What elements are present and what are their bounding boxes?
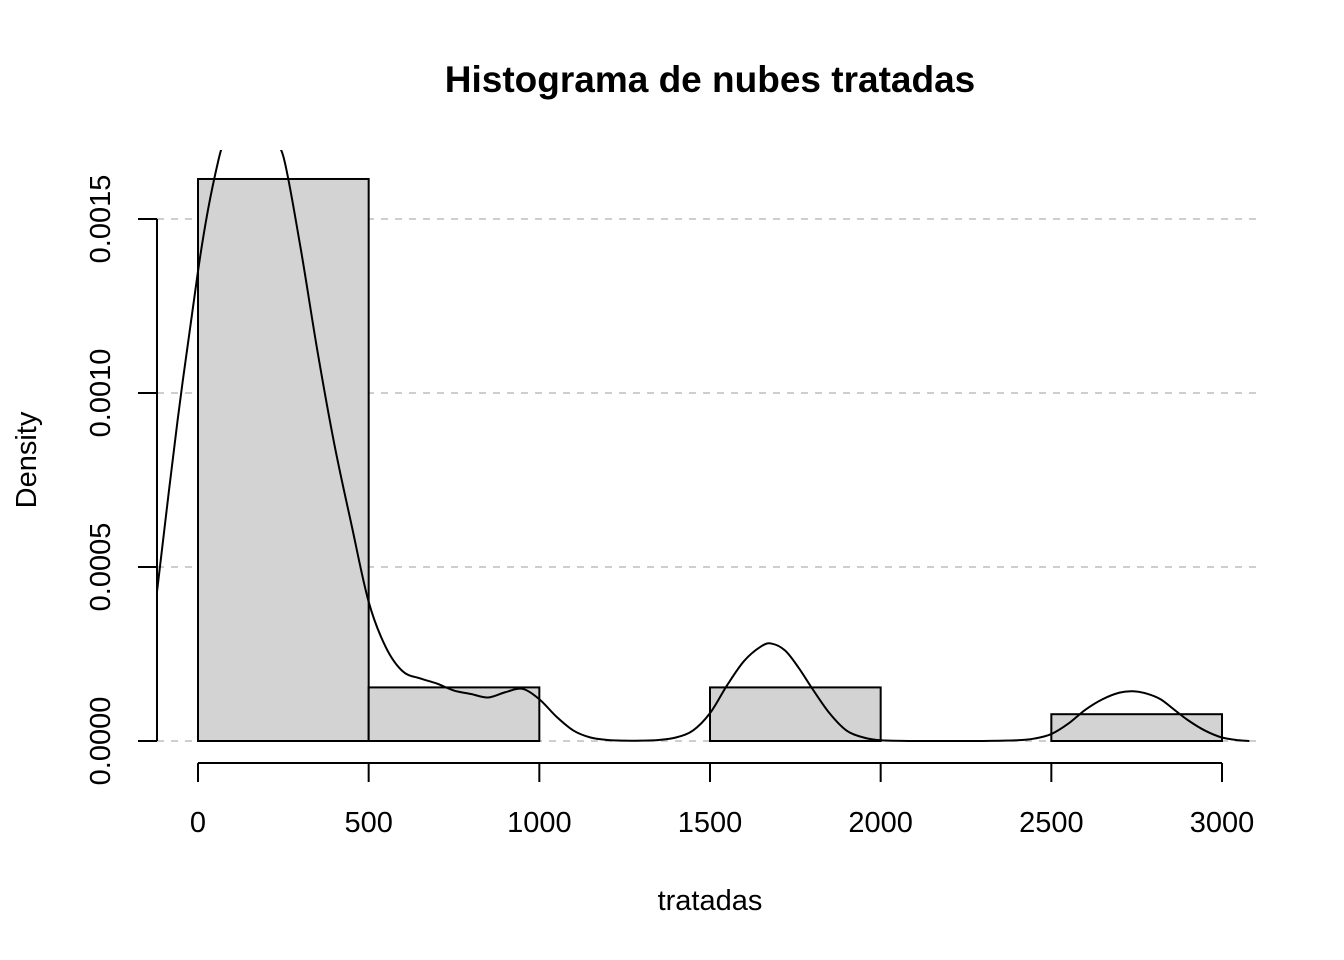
- x-tick-label-1: 500: [344, 807, 392, 839]
- x-tick-label-3: 1500: [678, 807, 743, 839]
- chart-title: Histograma de nubes tratadas: [445, 59, 975, 100]
- density-curve-group: [156, 150, 1250, 743]
- x-tick-label-6: 3000: [1190, 807, 1255, 839]
- x-axis: 0 500 1000 1500 2000 2500 3000: [190, 762, 1255, 839]
- y-tick-label-1: 0.0005: [85, 523, 117, 612]
- x-tick-label-0: 0: [190, 807, 206, 839]
- histogram-bar-1: [367, 686, 541, 743]
- y-tick-label-2: 0.0010: [85, 349, 117, 438]
- y-tick-label-3: 0.0015: [85, 175, 117, 264]
- histogram-bars: [197, 177, 1224, 743]
- histogram-bar-3: [709, 686, 882, 743]
- histogram-bar-0: [197, 177, 370, 743]
- histogram-bar-5: [1050, 713, 1224, 742]
- density-curve: [156, 150, 1250, 743]
- y-axis-label: Density: [11, 411, 43, 508]
- x-tick-label-4: 2000: [848, 807, 913, 839]
- x-tick-label-5: 2500: [1019, 807, 1084, 839]
- x-axis-label: tratadas: [658, 885, 763, 917]
- x-tick-label-2: 1000: [507, 807, 572, 839]
- y-tick-label-0: 0.0000: [85, 697, 117, 786]
- y-axis: 0.0000 0.0005 0.0010 0.0015: [85, 175, 158, 786]
